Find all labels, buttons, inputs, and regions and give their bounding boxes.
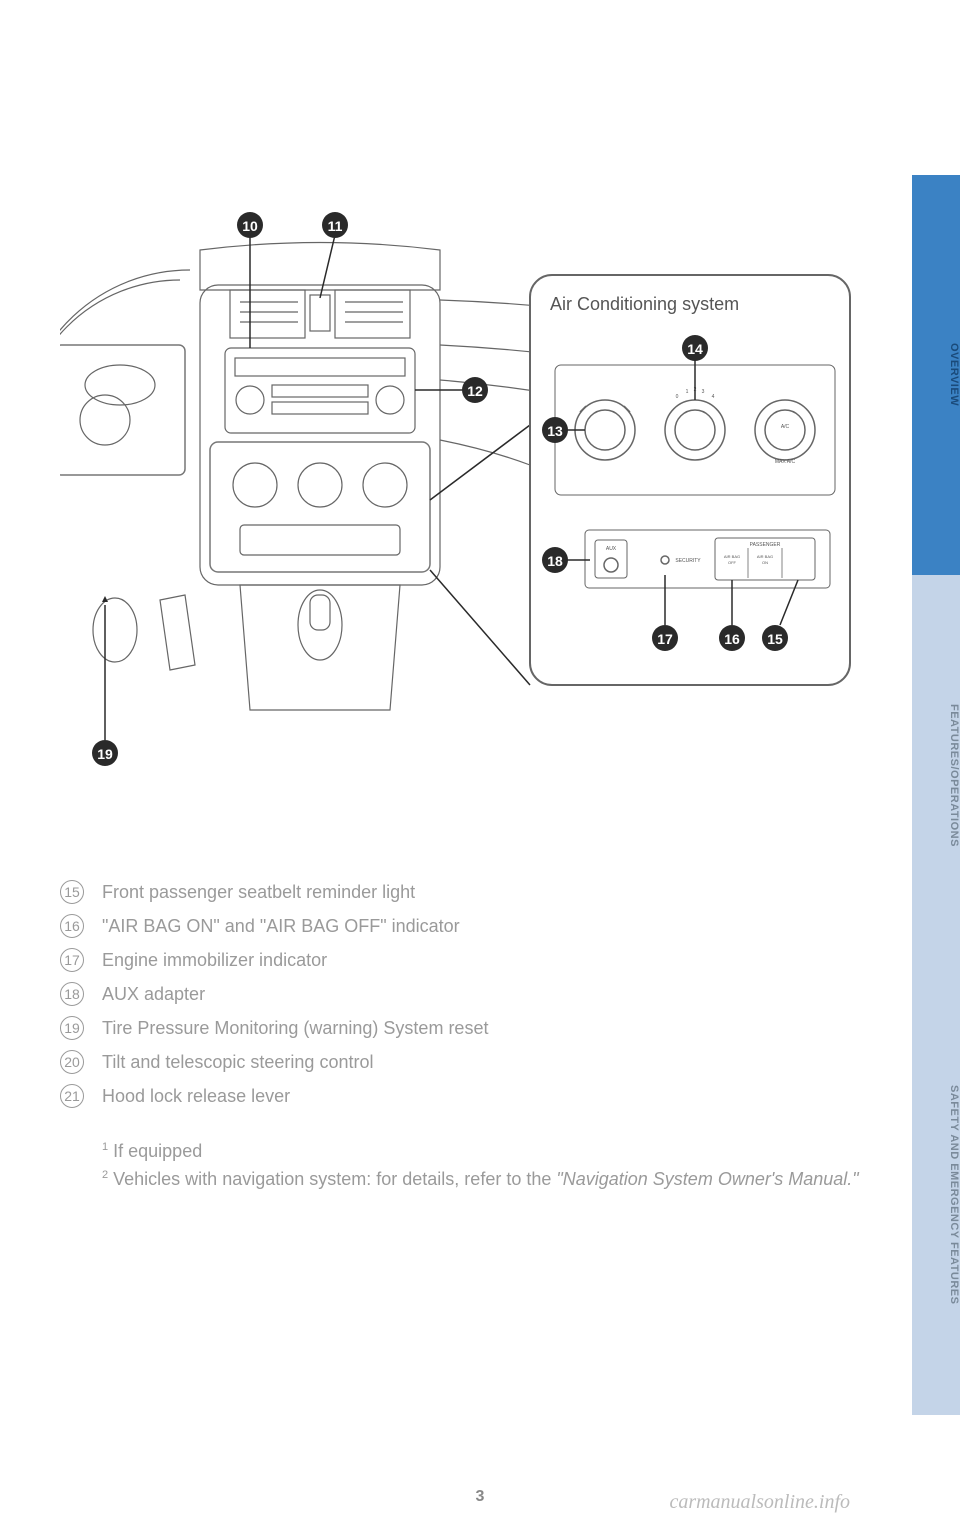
svg-text:AIR BAG: AIR BAG: [757, 554, 773, 559]
legend-num: 16: [60, 914, 84, 938]
legend-text: "AIR BAG ON" and "AIR BAG OFF" indicator: [102, 916, 460, 937]
footnote-1: 1 If equipped: [102, 1138, 860, 1166]
svg-text:MAX A/C: MAX A/C: [775, 459, 796, 465]
steering-wheel: [60, 270, 195, 670]
legend-row: 15 Front passenger seatbelt reminder lig…: [60, 880, 860, 904]
svg-text:14: 14: [687, 341, 703, 357]
svg-text:SECURITY: SECURITY: [675, 558, 701, 564]
svg-text:OFF: OFF: [728, 560, 737, 565]
svg-text:11: 11: [328, 218, 343, 234]
legend-num: 21: [60, 1084, 84, 1108]
svg-text:PASSENGER: PASSENGER: [750, 542, 781, 548]
legend-num: 20: [60, 1050, 84, 1074]
footnote-text: Vehicles with navigation system: for det…: [113, 1169, 556, 1189]
svg-text:AIR BAG: AIR BAG: [724, 554, 740, 559]
watermark: carmanualsonline.info: [669, 1491, 850, 1514]
legend-num: 18: [60, 982, 84, 1006]
svg-text:16: 16: [724, 631, 740, 647]
diagram-svg: Air Conditioning system 0 1 2 3: [60, 180, 860, 820]
tab-overview: OVERVIEW: [912, 175, 960, 575]
svg-text:19: 19: [97, 746, 113, 762]
legend-text: Tire Pressure Monitoring (warning) Syste…: [102, 1018, 488, 1039]
ac-inset: Air Conditioning system 0 1 2 3: [530, 275, 850, 685]
svg-text:1: 1: [686, 389, 689, 395]
center-stack: [200, 243, 440, 711]
tab-features: FEATURES/OPERATIONS: [912, 575, 960, 975]
legend-row: 20 Tilt and telescopic steering control: [60, 1050, 860, 1074]
ac-panel-title: Air Conditioning system: [550, 294, 739, 314]
footnote-sup: 1: [102, 1141, 108, 1153]
svg-text:13: 13: [547, 423, 563, 439]
footnote-2: 2 Vehicles with navigation system: for d…: [102, 1166, 860, 1194]
svg-text:4: 4: [712, 394, 715, 400]
svg-text:17: 17: [657, 631, 673, 647]
legend-text: Front passenger seatbelt reminder light: [102, 882, 415, 903]
svg-text:AUX: AUX: [606, 546, 617, 552]
legend-row: 16 "AIR BAG ON" and "AIR BAG OFF" indica…: [60, 914, 860, 938]
legend-text: Hood lock release lever: [102, 1086, 290, 1107]
footnote-text: If equipped: [113, 1141, 202, 1161]
svg-text:ON: ON: [762, 560, 768, 565]
legend-row: 18 AUX adapter: [60, 982, 860, 1006]
svg-text:3: 3: [702, 389, 705, 395]
legend-num: 19: [60, 1016, 84, 1040]
legend-text: Tilt and telescopic steering control: [102, 1052, 373, 1073]
footnotes: 1 If equipped 2 Vehicles with navigation…: [60, 1138, 860, 1194]
tab-safety: SAFETY AND EMERGENCY FEATURES: [912, 975, 960, 1415]
svg-text:18: 18: [547, 553, 563, 569]
svg-text:A/C: A/C: [781, 424, 790, 430]
legend-row: 21 Hood lock release lever: [60, 1084, 860, 1108]
svg-text:12: 12: [467, 383, 483, 399]
legend-row: 19 Tire Pressure Monitoring (warning) Sy…: [60, 1016, 860, 1040]
legend-num: 17: [60, 948, 84, 972]
svg-text:10: 10: [242, 218, 258, 234]
legend-list: 15 Front passenger seatbelt reminder lig…: [60, 880, 860, 1108]
legend-row: 17 Engine immobilizer indicator: [60, 948, 860, 972]
svg-text:15: 15: [767, 631, 783, 647]
dashboard-diagram: Air Conditioning system 0 1 2 3: [60, 180, 860, 820]
svg-text:0: 0: [676, 394, 679, 400]
footnote-sup: 2: [102, 1169, 108, 1181]
legend-num: 15: [60, 880, 84, 904]
manual-page: OVERVIEW FEATURES/OPERATIONS SAFETY AND …: [0, 0, 960, 1536]
footnote-italic: "Navigation System Owner's Manual.": [556, 1169, 858, 1189]
legend-text: AUX adapter: [102, 984, 205, 1005]
legend-text: Engine immobilizer indicator: [102, 950, 327, 971]
